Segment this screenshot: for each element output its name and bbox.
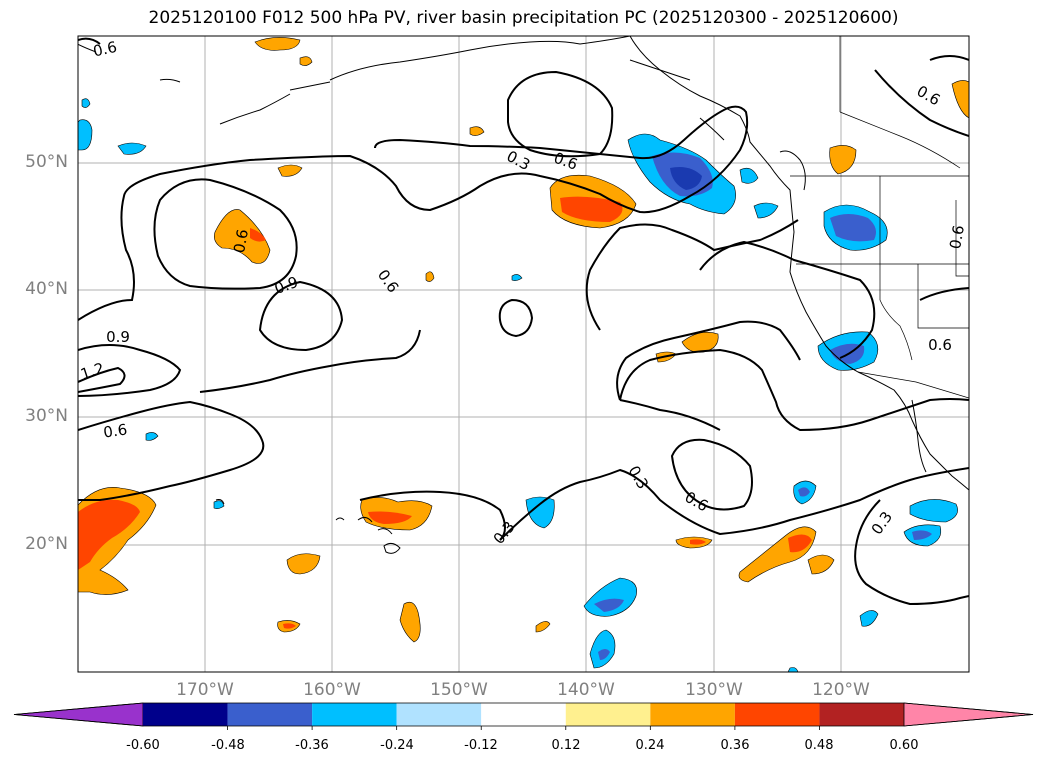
colorbar-segment — [227, 703, 313, 726]
colorbar-tick-label: -0.60 — [126, 738, 160, 753]
coastlines — [78, 36, 969, 554]
contour-label: 0.6 — [102, 420, 128, 441]
contour-label: 1.2 — [78, 359, 106, 383]
lon-label: 150°W — [430, 680, 488, 700]
contour-label: 0.9 — [272, 273, 301, 298]
colorbar-tick-label: 0.36 — [720, 738, 750, 753]
contour-label: 0.3 — [504, 147, 534, 174]
lon-label: 130°W — [685, 680, 743, 700]
lon-label: 160°W — [303, 680, 361, 700]
colorbar-outline — [13, 702, 1034, 727]
colorbar-segment — [481, 703, 566, 726]
colorbar-extend-low — [13, 702, 144, 727]
colorbar-tick-label: -0.12 — [464, 738, 498, 753]
colorbar-segment — [734, 703, 820, 726]
lat-label: 20°N — [25, 534, 68, 554]
contour-label: 0.3 — [490, 518, 519, 548]
colorbar-segment — [819, 703, 904, 726]
colorbar-extend-high — [903, 702, 1034, 727]
contour-label: 0.6 — [91, 38, 118, 61]
lat-label: 40°N — [25, 279, 68, 299]
political-borders — [790, 36, 969, 399]
contour-label: 0.6 — [914, 82, 944, 110]
colorbar-tick-label: -0.24 — [380, 738, 414, 753]
contour-labels: 0.6 0.3 0.6 0.9 0.6 0.9 1.2 0.6 0.3 0.6 … — [78, 38, 968, 548]
contour-label: 0.9 — [106, 328, 130, 346]
colorbar-tick-label: -0.36 — [295, 738, 329, 753]
lat-label: 30°N — [25, 406, 68, 426]
contour-label: 0.6 — [946, 224, 968, 251]
colorbar-tick-label: 0.12 — [551, 738, 581, 753]
contour-label: 0.6 — [928, 336, 952, 354]
contour-label: 0.6 — [374, 266, 402, 296]
colorbar-segment — [143, 703, 228, 726]
contour-label: 0.3 — [868, 508, 896, 538]
colorbar-tick-label: 0.60 — [889, 738, 919, 753]
colorbar-segment — [565, 703, 651, 726]
colorbar — [13, 702, 1034, 730]
colorbar-segment — [312, 703, 397, 726]
precip-negative-shading — [78, 98, 958, 672]
colorbar-tick-label: 0.48 — [804, 738, 834, 753]
lon-label: 140°W — [557, 680, 615, 700]
contour-label: 0.6 — [230, 228, 252, 255]
colorbar-tick-label: -0.48 — [211, 738, 245, 753]
map-frame — [77, 35, 970, 673]
map-title: 2025120100 F012 500 hPa PV, river basin … — [148, 8, 899, 28]
colorbar-segment — [396, 703, 482, 726]
pv-contours — [78, 37, 969, 606]
colorbar-segment — [650, 703, 735, 726]
lon-label: 120°W — [812, 680, 870, 700]
lat-label: 50°N — [25, 152, 68, 172]
colorbar-tick-label: 0.24 — [635, 738, 665, 753]
lon-label: 170°W — [176, 680, 234, 700]
precip-positive-shading — [78, 37, 969, 643]
